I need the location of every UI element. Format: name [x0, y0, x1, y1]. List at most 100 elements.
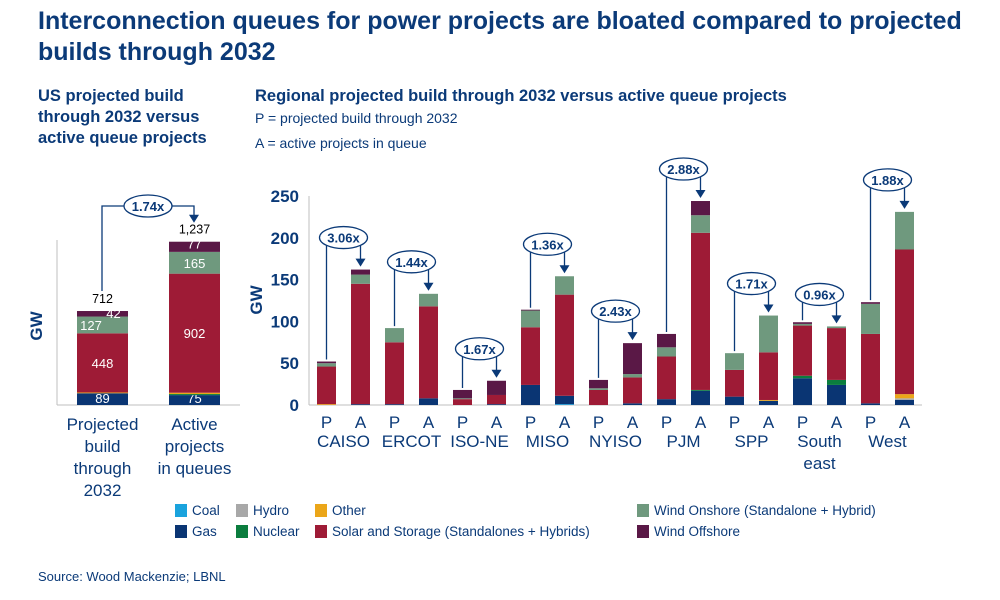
bar-segment-gas	[657, 399, 676, 405]
region-label: MISO	[526, 432, 569, 451]
bar-type-label: P	[321, 413, 332, 432]
region-pjm-ratio-bubble	[658, 157, 709, 181]
region-spp-arrow-icon	[763, 304, 774, 313]
bar-type-label: P	[457, 413, 468, 432]
bar-segment-wind_onshore	[827, 326, 846, 329]
region-miso-ratio-label: 1.36x	[531, 237, 564, 252]
bar-segment-gas	[521, 384, 540, 405]
regional-y-axis-label: GW	[247, 284, 266, 314]
bar-type-label: A	[627, 413, 639, 432]
bar-segment-solar	[725, 369, 744, 397]
legend-label-solar: Solar and Storage (Standalones + Hybrids…	[332, 524, 590, 539]
bar-segment-wind_onshore	[555, 276, 574, 295]
legend-swatch-wind_onshore	[637, 504, 649, 517]
bar-type-label: P	[865, 413, 876, 432]
bar-segment-solar	[419, 306, 438, 399]
bar-segment-wind_offshore	[861, 302, 880, 304]
bar-segment-solar	[351, 283, 370, 405]
region-label: PJM	[667, 432, 701, 451]
bar-segment-solar	[317, 366, 336, 405]
us-ratio-label: 1.74x	[132, 199, 165, 214]
bar-segment-gas	[555, 395, 574, 405]
bar-segment-wind_onshore	[759, 315, 778, 353]
bar-segment-other	[895, 394, 914, 399]
bar-segment-wind_onshore	[691, 215, 710, 233]
page-title: Interconnection queues for power project…	[38, 7, 962, 66]
bar-segment-wind_onshore	[725, 353, 744, 370]
bar-segment-solar	[827, 328, 846, 380]
bar-segment-gas	[759, 400, 778, 405]
bar-segment-gas	[419, 398, 438, 405]
us-bar-segment-other	[169, 392, 220, 395]
bar-segment-gas	[691, 390, 710, 405]
bar-segment-wind_offshore	[487, 380, 506, 395]
region-southeast-arrow-icon	[831, 315, 842, 324]
us-segment-label-wind_offshore: 77	[187, 237, 201, 252]
y-tick-label: 100	[271, 312, 299, 331]
us-bar-segment-solar	[77, 333, 128, 393]
bar-segment-solar	[453, 399, 472, 405]
region-west-ratio-bubble	[862, 168, 913, 192]
bar-segment-wind_offshore	[793, 322, 812, 324]
bar-segment-wind_onshore	[589, 388, 608, 390]
bar-segment-solar	[589, 389, 608, 405]
bar-segment-solar	[691, 232, 710, 390]
bar-segment-wind_onshore	[453, 398, 472, 400]
us-arrow-icon	[189, 214, 199, 223]
us-category-label: Active projects in queues	[158, 415, 232, 478]
bar-segment-wind_onshore	[385, 328, 404, 343]
bar-segment-gas	[827, 384, 846, 405]
region-label: ERCOT	[382, 432, 442, 451]
region-label: ISO-NE	[450, 432, 509, 451]
bar-segment-wind_onshore	[657, 347, 676, 357]
legend-swatch-gas	[175, 525, 187, 538]
legend-label-wind_onshore: Wind Onshore (Standalone + Hybrid)	[654, 503, 876, 518]
region-caiso-arrow-icon	[355, 258, 366, 267]
bar-segment-other	[317, 404, 336, 405]
bar-segment-wind_onshore	[419, 293, 438, 307]
region-label: NYISO	[589, 432, 642, 451]
us-chart-subtitle: US projected build through 2032 versus a…	[38, 87, 207, 147]
region-caiso-ratio-bubble	[318, 225, 369, 250]
bar-segment-wind_offshore	[453, 389, 472, 399]
bar-segment-wind_onshore	[861, 303, 880, 334]
bar-segment-gas	[487, 404, 506, 405]
bar-segment-gas	[385, 404, 404, 405]
region-ercot-ratio-label: 1.44x	[395, 255, 428, 270]
y-tick-label: 150	[271, 271, 299, 290]
bar-segment-wind_onshore	[521, 310, 540, 328]
bar-segment-gas	[725, 396, 744, 405]
region-spp-ratio-bubble	[726, 271, 777, 296]
us-segment-label-gas: 89	[95, 391, 109, 406]
us-y-axis-label: GW	[27, 310, 46, 340]
bar-type-label: A	[831, 413, 843, 432]
bar-segment-solar	[385, 342, 404, 405]
a-definition: A = active projects in queue	[255, 135, 427, 151]
bar-segment-wind_offshore	[589, 379, 608, 389]
bar-segment-coal	[555, 404, 574, 405]
regional-chart-subtitle: Regional projected build through 2032 ve…	[255, 87, 787, 105]
bar-segment-wind_offshore	[691, 201, 710, 216]
region-pjm-ratio-label: 2.88x	[667, 162, 700, 177]
region-label: SPP	[734, 432, 768, 451]
bar-segment-nuclear	[793, 375, 812, 379]
bar-segment-solar	[623, 377, 642, 404]
us-bar-segment-other	[77, 392, 128, 394]
region-west-ratio-label: 1.88x	[871, 173, 904, 188]
region-iso-ne-ratio-label: 1.67x	[463, 342, 496, 357]
legend-swatch-wind_offshore	[637, 525, 649, 538]
bar-segment-wind_onshore	[793, 323, 812, 326]
bar-segment-gas	[895, 399, 914, 405]
bar-segment-wind_onshore	[623, 374, 642, 378]
bar-segment-solar	[555, 294, 574, 396]
legend-label-other: Other	[332, 503, 366, 518]
legend-label-nuclear: Nuclear	[253, 524, 300, 539]
bar-segment-wind_onshore	[351, 274, 370, 284]
bar-segment-solar	[759, 352, 778, 400]
bar-segment-solar	[487, 394, 506, 405]
bar-segment-gas	[793, 378, 812, 405]
us-category-label: Projected build through 2032	[67, 415, 139, 500]
bar-type-label: A	[695, 413, 707, 432]
bar-type-label: A	[491, 413, 503, 432]
